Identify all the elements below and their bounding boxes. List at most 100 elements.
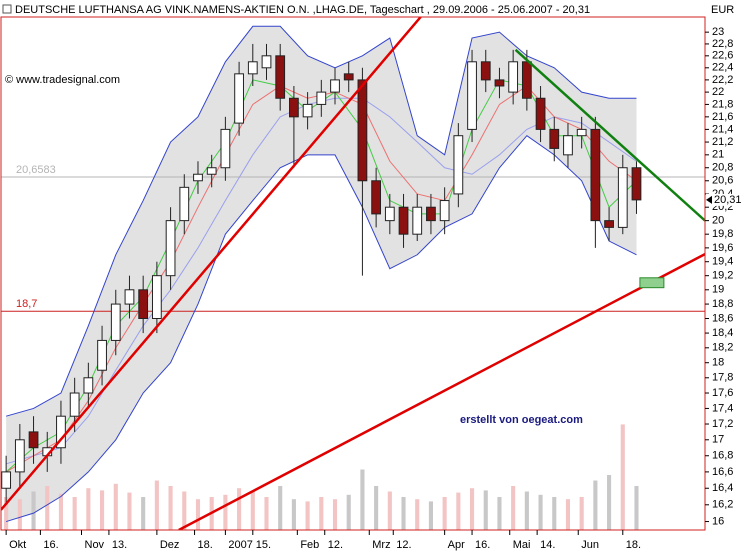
volume-bar xyxy=(346,494,351,530)
volume-bar xyxy=(442,497,447,530)
y-tick-label: 22,4 xyxy=(712,62,733,74)
y-tick-label: 19,8 xyxy=(712,228,733,240)
volume-bar xyxy=(456,492,461,530)
x-tick-label: 2007 xyxy=(228,539,252,551)
volume-bar xyxy=(483,490,488,530)
candle-body xyxy=(1,471,12,489)
volume-bar xyxy=(195,499,201,530)
candle-body xyxy=(535,97,546,130)
candle-body xyxy=(97,339,107,371)
volume-bar xyxy=(223,494,228,530)
y-tick-label: 22,6 xyxy=(712,50,733,62)
candle-body xyxy=(193,173,203,182)
y-tick-label: 16,2 xyxy=(712,499,733,511)
volume-bar xyxy=(278,486,283,530)
candle-body xyxy=(261,55,272,69)
volume-bar xyxy=(264,497,269,530)
volume-bar xyxy=(168,486,173,530)
candle-body xyxy=(110,303,121,341)
x-tick-label: Dez xyxy=(160,539,180,551)
candle-body xyxy=(343,73,354,81)
volume-bar xyxy=(305,501,310,530)
y-tick-label: 16,4 xyxy=(712,482,733,494)
candle-body xyxy=(165,220,176,277)
volume-bar xyxy=(127,492,132,530)
candle-body xyxy=(234,73,244,124)
volume-bar xyxy=(607,475,612,530)
y-tick-label: 21,4 xyxy=(712,123,733,135)
volume-bar xyxy=(374,486,379,530)
candle-body xyxy=(83,377,94,394)
volume-bar xyxy=(45,486,50,530)
candle-body xyxy=(151,275,162,319)
x-tick-label: 16. xyxy=(475,539,490,551)
volume-bar xyxy=(360,469,365,530)
y-tick-label: 18 xyxy=(712,357,724,369)
candle-body xyxy=(124,289,135,305)
plot-area xyxy=(1,17,705,530)
volume-bar xyxy=(593,480,598,530)
axes: 16 16,2 16,4 16,6 16,8 17 17,2 17,4 17,6 17,8 18 18… xyxy=(5,26,749,551)
x-tick-label: 14. xyxy=(540,539,555,551)
candle-body xyxy=(467,61,477,130)
x-tick-label: 13. xyxy=(112,539,127,551)
indicator-line xyxy=(5,135,637,523)
candle-body xyxy=(138,289,149,319)
y-tick-label: 21,6 xyxy=(712,111,733,123)
y-tick-label: 16,6 xyxy=(712,466,733,478)
y-tick-label: 16,8 xyxy=(712,450,733,462)
candle-body xyxy=(563,135,573,156)
x-tick-label: Nov xyxy=(85,539,105,551)
candle-body xyxy=(494,79,505,87)
y-tick-label: 23 xyxy=(712,26,724,38)
volume-bar xyxy=(634,486,639,530)
x-tick-label: Feb xyxy=(300,539,319,551)
candle-body xyxy=(247,61,258,75)
candle-body xyxy=(330,79,340,93)
x-tick-label: Jun xyxy=(581,539,599,551)
y-tick-label: 22,2 xyxy=(712,74,733,86)
volume-bar xyxy=(524,491,529,530)
x-tick-label: Mai xyxy=(513,539,531,551)
volume-bar xyxy=(141,497,146,530)
x-tick-label: Apr xyxy=(448,539,465,551)
volume-bar xyxy=(182,491,187,530)
x-tick-label: 15. xyxy=(256,539,271,551)
trendline xyxy=(178,252,705,530)
title-icon xyxy=(2,4,12,14)
x-tick-label: 18. xyxy=(198,539,213,551)
candle-body xyxy=(371,180,382,215)
volume-bar xyxy=(291,499,296,530)
x-tick-label: Mrz xyxy=(372,539,390,551)
y-tick-label: 22 xyxy=(712,86,724,98)
candle-body xyxy=(357,79,368,182)
candle-body xyxy=(28,431,39,449)
candle-body xyxy=(179,186,190,222)
y-tick-label: 20 xyxy=(712,215,724,227)
candle-body xyxy=(289,97,299,118)
volume-bar xyxy=(579,497,584,530)
volume-bar xyxy=(469,488,475,530)
candle-body xyxy=(604,220,614,228)
volume-bar xyxy=(552,497,557,530)
y-tick-label: 19,4 xyxy=(712,256,733,268)
volume-bar xyxy=(154,480,159,530)
volume-bar xyxy=(428,501,433,530)
y-tick-label: 18,6 xyxy=(712,312,733,324)
candle-body xyxy=(480,61,491,81)
candle-body xyxy=(412,206,423,235)
volume-bar xyxy=(620,424,625,530)
x-tick-label: 18. xyxy=(626,539,641,551)
y-tick-label: 17,6 xyxy=(712,387,733,399)
x-tick-label: 16. xyxy=(43,539,58,551)
candle-body xyxy=(508,61,519,93)
candle-body xyxy=(631,167,642,201)
candle-body xyxy=(14,439,25,473)
candle-body xyxy=(398,206,409,235)
candle-body xyxy=(549,128,560,149)
y-tick-label: 20,8 xyxy=(712,162,733,174)
volume-bar xyxy=(58,493,64,530)
candle-body xyxy=(69,392,80,417)
volume-bar xyxy=(17,499,22,530)
